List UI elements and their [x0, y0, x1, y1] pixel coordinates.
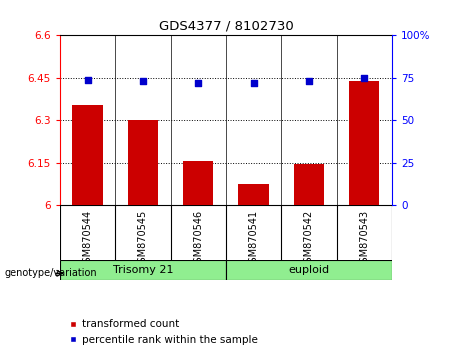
Bar [128, 120, 158, 205]
Bar [238, 184, 269, 205]
Title: GDS4377 / 8102730: GDS4377 / 8102730 [159, 20, 293, 33]
Text: euploid: euploid [288, 265, 330, 275]
Bar [226, 260, 392, 280]
Point [139, 79, 147, 84]
Text: GSM870546: GSM870546 [193, 210, 203, 269]
Bar [72, 105, 103, 205]
Text: GSM870544: GSM870544 [83, 210, 93, 269]
Point [84, 77, 91, 82]
Bar [183, 161, 213, 205]
Bar [294, 164, 324, 205]
Legend: transformed count, percentile rank within the sample: transformed count, percentile rank withi… [65, 315, 262, 349]
Text: GSM870542: GSM870542 [304, 210, 314, 269]
Point [195, 80, 202, 86]
Point [361, 75, 368, 81]
Text: GSM870543: GSM870543 [359, 210, 369, 269]
Point [305, 79, 313, 84]
Bar [60, 260, 226, 280]
Point [250, 80, 257, 86]
Text: genotype/variation: genotype/variation [5, 268, 97, 278]
Text: GSM870545: GSM870545 [138, 210, 148, 269]
Bar [349, 81, 379, 205]
Text: GSM870541: GSM870541 [248, 210, 259, 269]
Text: Trisomy 21: Trisomy 21 [112, 265, 173, 275]
